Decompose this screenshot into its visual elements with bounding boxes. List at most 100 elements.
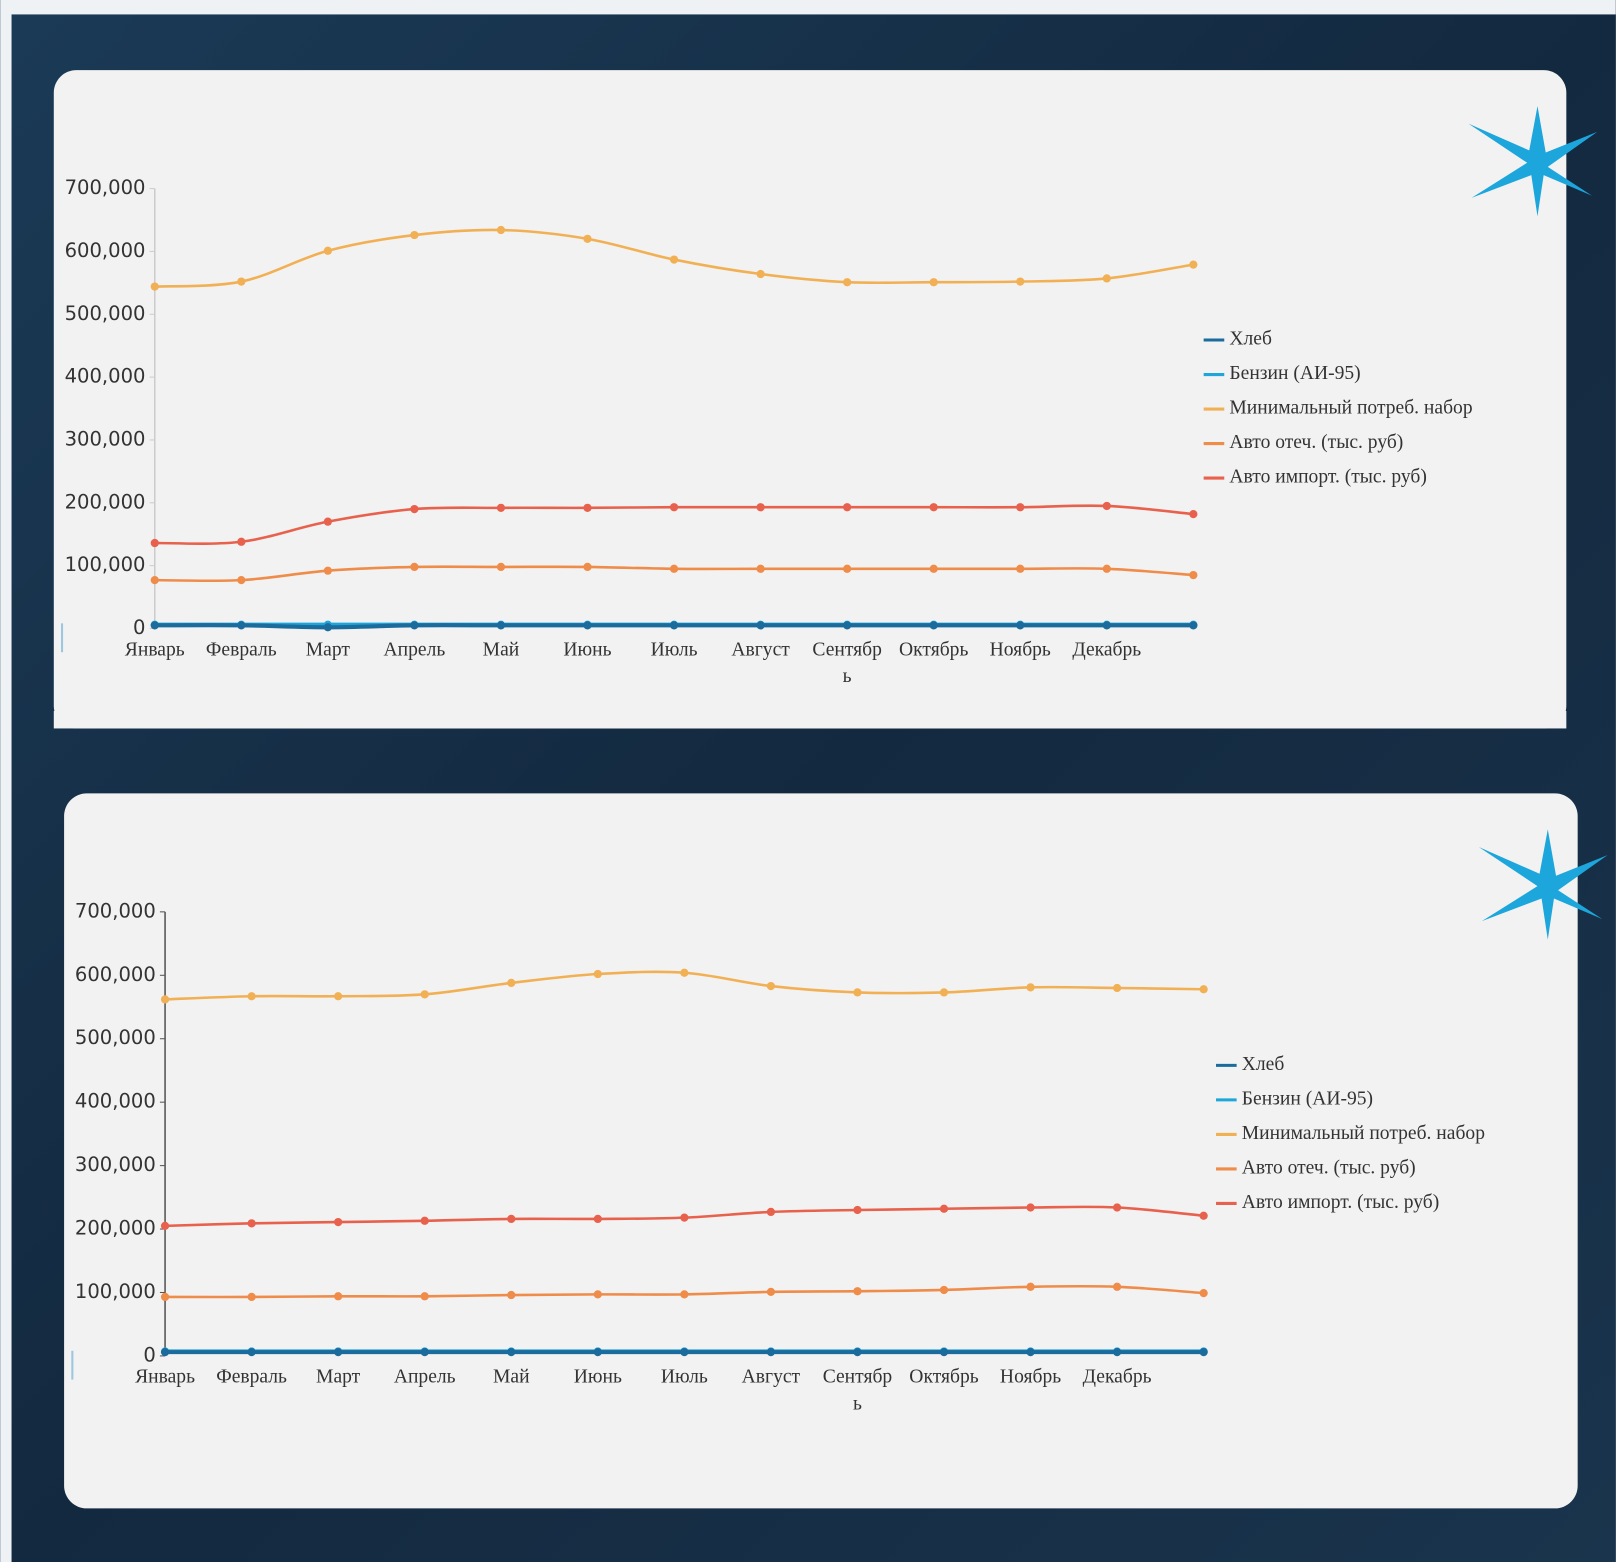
point (247, 1348, 256, 1357)
point (507, 1348, 516, 1357)
point (766, 1348, 776, 1357)
x-tick-holder: Апрель (393, 1366, 456, 1388)
y-tick-label: 300,000 (65, 427, 146, 450)
x-tick-label: Март (316, 1366, 361, 1388)
point (237, 621, 246, 630)
card (64, 793, 1578, 1509)
y-tick-label: 100,000 (65, 553, 146, 576)
x-tick-label: Апрель (393, 1366, 456, 1388)
point (323, 517, 332, 526)
point (843, 278, 852, 287)
point (420, 1216, 429, 1225)
point (853, 1348, 862, 1357)
x-tick-holder: Декабрь (1072, 638, 1142, 661)
x-tick-label: Август (741, 1366, 801, 1388)
point (1102, 621, 1111, 630)
point (334, 992, 343, 1001)
card (53, 70, 1567, 729)
point (939, 1204, 949, 1213)
point (929, 564, 938, 573)
point (1026, 1348, 1035, 1357)
point (1026, 983, 1035, 992)
x-tick-label: Май (482, 638, 520, 661)
legend-label: Авто отеч. (тыс. руб) (1242, 1157, 1416, 1178)
legend-label: Минимальный потреб. набор (1229, 398, 1472, 419)
x-tick-holder: Август (741, 1366, 801, 1388)
point (1026, 1282, 1035, 1291)
x-tick-holder: Июнь (563, 639, 611, 661)
x-tick-holder: Март (316, 1366, 361, 1388)
y-tick-label: 500,000 (65, 302, 146, 325)
point (247, 1292, 256, 1302)
x-tick-label: Июль (660, 1366, 708, 1388)
point (496, 503, 506, 512)
x-tick-holder: Июль (660, 1366, 708, 1388)
x-tick-holder: Октябрь (909, 1366, 978, 1388)
point (929, 503, 938, 512)
point (410, 230, 419, 240)
point (1199, 1289, 1208, 1298)
point (410, 621, 419, 630)
point (1026, 1203, 1035, 1212)
point (420, 1292, 429, 1301)
point (669, 503, 679, 512)
point (237, 537, 246, 546)
point (583, 562, 592, 572)
point (1189, 621, 1198, 630)
point (237, 277, 246, 286)
legend-label: Бензин (АИ-95) (1229, 363, 1360, 384)
x-tick-label: Август (731, 638, 790, 661)
point (323, 246, 332, 255)
y-tick-label: 0 (143, 1343, 155, 1366)
x-tick-label: Сентябрь (822, 1366, 893, 1415)
star-decoration (1468, 106, 1598, 217)
point (1199, 1211, 1208, 1220)
point (334, 1292, 343, 1301)
point (507, 1290, 516, 1300)
legend-label: Авто импорт. (тыс. руб) (1242, 1192, 1440, 1213)
point (496, 225, 506, 235)
point (843, 503, 852, 512)
point (756, 269, 765, 279)
point (929, 278, 938, 287)
y-tick-label: 600,000 (65, 239, 146, 262)
x-tick-holder: Январь (135, 1366, 196, 1388)
y-tick-label: 700,000 (75, 899, 156, 922)
point (410, 562, 419, 572)
x-tick-label: Декабрь (1072, 638, 1142, 661)
point (496, 562, 506, 572)
point (1189, 509, 1198, 519)
point (323, 623, 332, 632)
y-tick-label: 400,000 (65, 365, 146, 388)
point (150, 575, 159, 585)
point (1016, 503, 1025, 512)
point (853, 1287, 862, 1296)
y-tick-label: 400,000 (75, 1090, 156, 1113)
x-tick-label: Январь (135, 1366, 196, 1388)
x-tick-label: Март (305, 638, 350, 661)
x-tick-label: Ноябрь (999, 1366, 1062, 1388)
point (1016, 564, 1025, 573)
point (669, 564, 679, 573)
point (583, 234, 592, 243)
point (593, 1290, 602, 1299)
x-tick-label: Январь (124, 638, 185, 661)
point (1199, 1348, 1208, 1357)
point (756, 564, 765, 573)
x-tick-label: Декабрь (1082, 1366, 1152, 1388)
x-tick-holder: Ноябрь (999, 1366, 1062, 1388)
y-tick-label: 300,000 (75, 1153, 156, 1176)
x-tick-label: Апрель (383, 638, 446, 661)
x-tick-holder: Июнь (574, 1366, 622, 1388)
point (929, 621, 938, 630)
point (939, 988, 949, 997)
x-tick-holder: Ноябрь (990, 639, 1051, 661)
point (583, 621, 592, 630)
point (766, 981, 776, 991)
point (853, 988, 862, 997)
point (766, 1287, 776, 1296)
x-tick-holder: Май (482, 638, 520, 661)
legend-label: Авто отеч. (тыс. руб) (1229, 432, 1403, 453)
point (1102, 274, 1111, 283)
